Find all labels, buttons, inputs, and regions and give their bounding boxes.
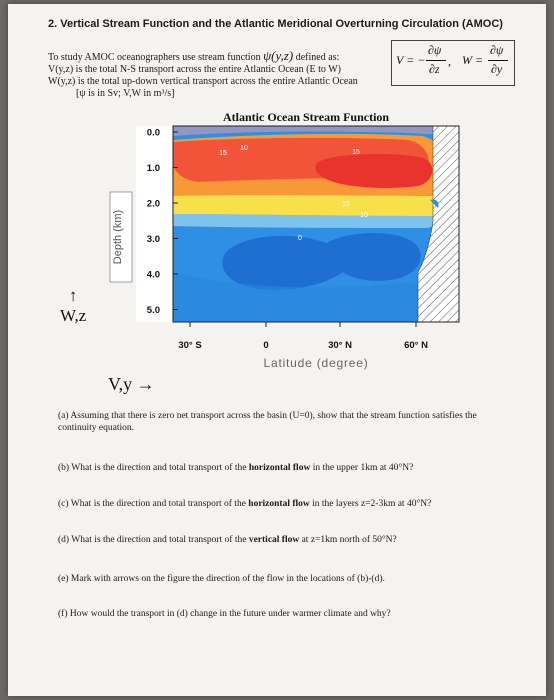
defined-as-text: defined as: — [295, 52, 340, 63]
problem-title: 2. Vertical Stream Function and the Atla… — [48, 18, 503, 30]
psi-symbol: ψ(y,z) — [263, 48, 294, 63]
intro-line-3: W(y,z) is the total up-down vertical tra… — [48, 76, 358, 87]
intro-line-2: V(y,z) is the total N-S transport across… — [48, 64, 341, 75]
abyssal-region — [173, 272, 426, 322]
y-tick-label: 2.0 — [147, 199, 160, 210]
stream-function-chart: Depth (km) 15 10 15 15 10 0 0.0 1.0 2.0 3.0 4.0 5.… — [109, 125, 460, 370]
intro-line-1: To study AMOC oceanographers use stream … — [48, 48, 358, 64]
chart-title: Atlantic Ocean Stream Function — [223, 110, 390, 124]
x-tick-label: 0 — [263, 340, 268, 351]
contour-label: 15 — [342, 201, 350, 208]
deep-red-core — [315, 153, 433, 188]
v-formula-denominator: ∂z — [429, 62, 440, 76]
x-tick-label: 30° N — [328, 340, 352, 351]
question-e: (e) Mark with arrows on the figure the d… — [58, 574, 385, 584]
y-tick-label: 0.0 — [147, 128, 160, 139]
y-tick-label: 4.0 — [147, 270, 160, 281]
vy-axis-indicator: V,y → — [108, 374, 155, 394]
w-formula-denominator: ∂y — [491, 62, 503, 76]
question-b: (b) What is the direction and total tran… — [58, 463, 414, 473]
intro-text-1: To study AMOC oceanographers use stream … — [48, 52, 261, 63]
question-d: (d) What is the direction and total tran… — [58, 535, 397, 545]
v-fraction-bar — [426, 60, 446, 61]
emphasis-text: horizontal flow — [248, 463, 311, 473]
contour-label: 10 — [240, 145, 248, 152]
y-tick-label: 3.0 — [147, 234, 160, 245]
gap-fill — [430, 199, 439, 208]
formula-box: V = − ∂ψ ∂z , W = ∂ψ ∂y — [391, 40, 515, 86]
y-tick-label: 5.0 — [147, 305, 160, 316]
contour-label: 15 — [219, 150, 227, 157]
worksheet-page: 2. Vertical Stream Function and the Atla… — [8, 4, 546, 696]
x-axis-label: Latitude (degree) — [264, 356, 369, 370]
w-formula-lhs: W = — [462, 53, 484, 67]
contour-label: 10 — [360, 212, 368, 219]
contour-labels: 15 10 15 15 10 0 — [219, 145, 368, 242]
question-a: (a) Assuming that there is zero net tran… — [58, 411, 477, 433]
x-tick-label: 30° S — [178, 340, 201, 351]
ylabel-box — [109, 191, 133, 283]
x-tick-label: 60° N — [404, 340, 428, 351]
question-c: (c) What is the direction and total tran… — [58, 499, 432, 509]
contour-label: 0 — [298, 235, 302, 242]
emphasis-text: vertical flow — [248, 535, 300, 545]
deep-blue-region-north — [326, 233, 421, 281]
y-tick-label: 1.0 — [147, 163, 160, 174]
y-tick-panel — [136, 126, 172, 322]
v-formula-numerator: ∂ψ — [428, 43, 442, 57]
contour-label: 15 — [352, 149, 360, 156]
x-ticks: 30° S 0 30° N 60° N — [178, 322, 428, 351]
problem-intro: To study AMOC oceanographers use stream … — [48, 48, 358, 100]
formula-comma: , — [448, 54, 451, 68]
w-fraction-bar — [488, 60, 508, 61]
units-line: [ψ is in Sv; V,W in m³/s] — [76, 88, 175, 99]
plot-frame — [172, 125, 460, 323]
question-f: (f) How would the transport in (d) chang… — [58, 609, 391, 619]
wz-arrow: ↑ — [68, 286, 78, 305]
y-axis-label: Depth (km) — [112, 210, 124, 264]
v-formula-lhs: V = − — [396, 53, 426, 67]
wz-label: W,z — [60, 306, 87, 325]
w-formula-numerator: ∂ψ — [490, 43, 504, 57]
wz-axis-indicator: ↑ W,z — [60, 286, 86, 326]
surface-strip — [173, 126, 459, 136]
emphasis-text: horizontal flow — [248, 499, 310, 509]
y-ticks: 0.0 1.0 2.0 3.0 4.0 5.0 — [147, 128, 178, 316]
deep-blue-region — [222, 235, 349, 290]
